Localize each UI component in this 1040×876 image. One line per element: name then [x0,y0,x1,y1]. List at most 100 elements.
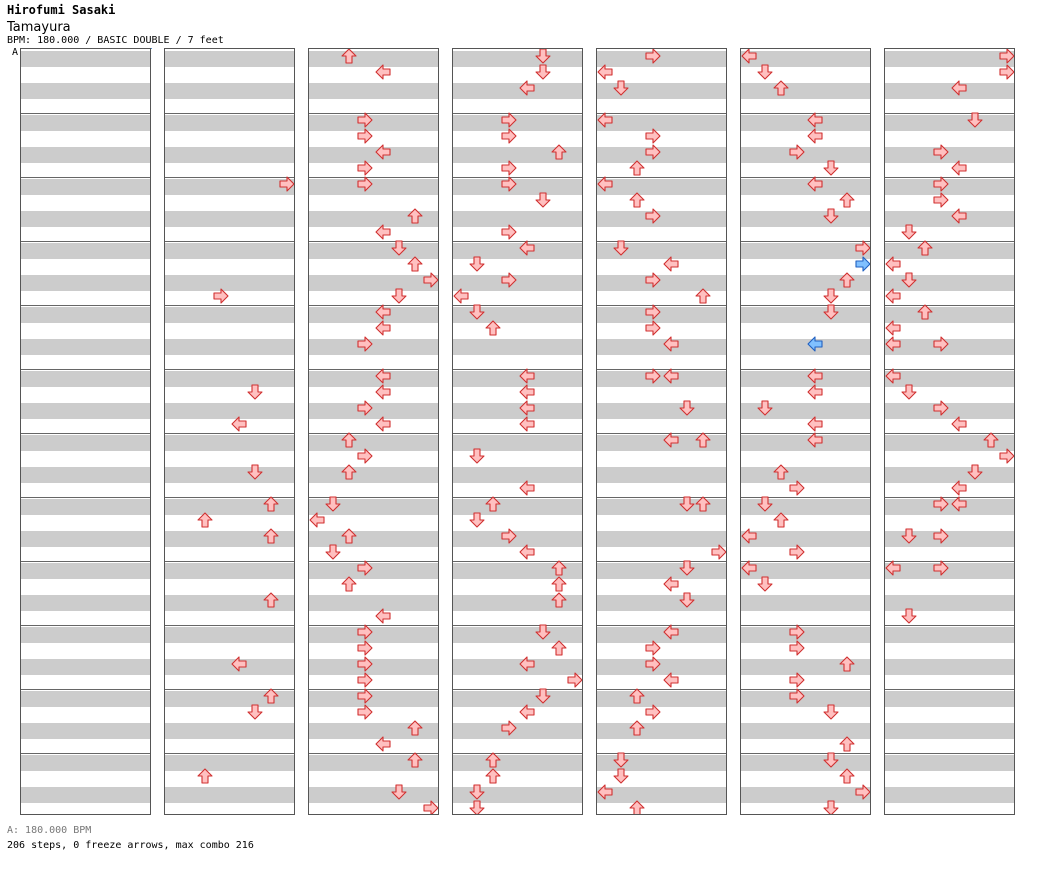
footer-bpm: A: 180.000 BPM [7,825,92,836]
up-arrow-icon [485,768,501,784]
measure-line [21,177,150,178]
beat-stripe [741,371,870,387]
left-arrow-icon [807,384,823,400]
beat-stripe [309,403,438,419]
up-arrow-icon [407,720,423,736]
right-arrow-icon [567,672,582,688]
beat-stripe [597,179,726,195]
beat-stripe [21,243,150,259]
beat-stripe [309,339,438,355]
beat-stripe [309,115,438,131]
down-arrow-icon [679,496,695,512]
measure-line [453,561,582,562]
down-arrow-icon [391,240,407,256]
down-arrow-icon [823,704,839,720]
left-arrow-icon [885,336,901,352]
beat-stripe [165,499,294,515]
down-arrow-icon [535,688,551,704]
left-arrow-icon [663,576,679,592]
measure-line [741,625,870,626]
right-arrow-icon [357,448,373,464]
beat-stripe [21,403,150,419]
left-arrow-icon [807,336,823,352]
beat-stripe [885,275,1014,291]
down-arrow-icon [469,800,485,814]
beat-stripe [309,435,438,451]
down-arrow-icon [325,496,341,512]
down-arrow-icon [469,256,485,272]
up-arrow-icon [629,688,645,704]
measure-line [165,689,294,690]
left-arrow-icon [885,256,901,272]
right-arrow-icon [501,176,517,192]
left-arrow-icon [375,384,391,400]
measure-line [21,241,150,242]
left-arrow-icon [597,64,613,80]
beat-stripe [885,179,1014,195]
right-arrow-icon [933,496,949,512]
down-arrow-icon [613,240,629,256]
beat-stripe [21,211,150,227]
beat-stripe [165,787,294,803]
measure-line [453,305,582,306]
beat-stripe [165,307,294,323]
measure-line [21,113,150,114]
beat-stripe [453,51,582,67]
right-arrow-icon [789,624,805,640]
beat-stripe [597,275,726,291]
right-arrow-icon [789,144,805,160]
beat-stripe [741,83,870,99]
measure-line [741,689,870,690]
up-arrow-icon [839,656,855,672]
up-arrow-icon [407,256,423,272]
right-arrow-icon [645,272,661,288]
beat-stripe [453,243,582,259]
beat-stripe [21,627,150,643]
up-arrow-icon [773,80,789,96]
up-arrow-icon [917,240,933,256]
right-arrow-icon [645,704,661,720]
measure-line [741,369,870,370]
measure-line [885,689,1014,690]
chart-column [20,48,151,815]
right-arrow-icon [933,192,949,208]
down-arrow-icon [535,64,551,80]
beat-stripe [21,531,150,547]
beat-stripe [885,339,1014,355]
beat-stripe [885,115,1014,131]
up-arrow-icon [341,576,357,592]
up-arrow-icon [629,160,645,176]
down-arrow-icon [901,384,917,400]
beat-stripe [309,179,438,195]
down-arrow-icon [901,608,917,624]
measure-line [885,625,1014,626]
right-arrow-icon [279,176,294,192]
measure-line [21,497,150,498]
beat-stripe [885,371,1014,387]
left-arrow-icon [597,176,613,192]
measure-line [309,369,438,370]
beat-stripe [453,467,582,483]
up-arrow-icon [773,512,789,528]
measure-line [21,305,150,306]
measure-line [21,625,150,626]
down-arrow-icon [535,49,551,64]
left-arrow-icon [663,256,679,272]
beat-stripe [165,755,294,771]
measure-line [165,369,294,370]
beat-stripe [165,723,294,739]
down-arrow-icon [535,624,551,640]
measure-line [453,369,582,370]
right-arrow-icon [855,240,870,256]
beat-stripe [21,147,150,163]
up-arrow-icon [485,320,501,336]
measure-line [21,753,150,754]
left-arrow-icon [375,304,391,320]
up-arrow-icon [341,432,357,448]
right-arrow-icon [855,256,870,272]
chart-column [596,48,727,815]
beat-stripe [741,179,870,195]
measure-line [453,625,582,626]
right-arrow-icon [789,480,805,496]
beat-stripe [597,371,726,387]
